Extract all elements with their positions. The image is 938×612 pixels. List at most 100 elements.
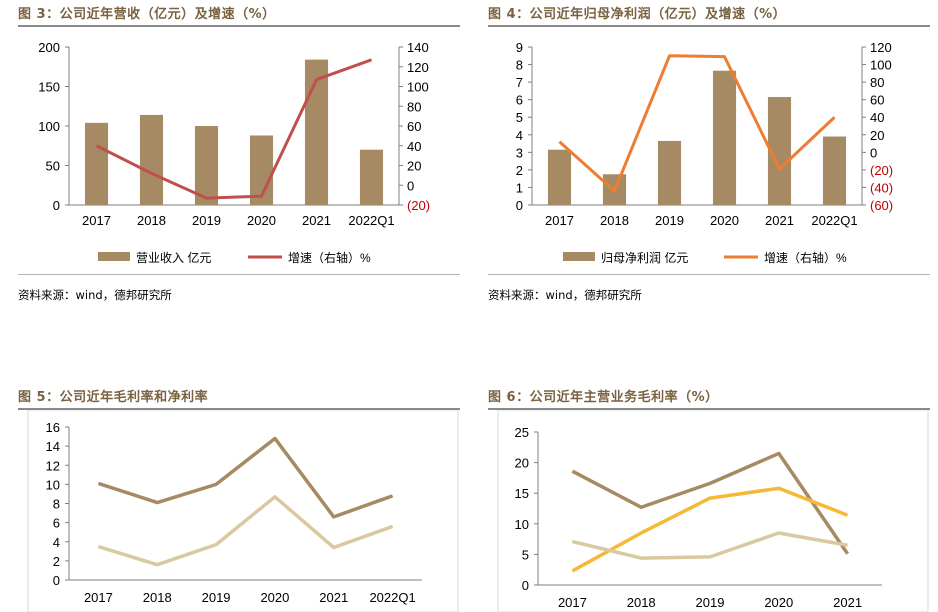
series-line-1 bbox=[571, 451, 850, 555]
right-tick-label: 100 bbox=[407, 80, 429, 95]
y-tick-label: 2 bbox=[53, 554, 60, 569]
left-tick-label: 4 bbox=[516, 128, 523, 143]
bar bbox=[657, 140, 682, 205]
y-tick-label: 4 bbox=[53, 535, 60, 550]
growth-line bbox=[95, 58, 373, 200]
figure-6-title-rule bbox=[488, 408, 930, 410]
bar bbox=[359, 149, 384, 205]
x-tick-label: 2018 bbox=[600, 213, 629, 228]
figure-4-source: 资料来源：wind，德邦研究所 bbox=[488, 288, 642, 302]
legend-bar-swatch bbox=[98, 252, 130, 261]
chart-frame bbox=[497, 410, 929, 612]
x-tick-label: 2019 bbox=[696, 595, 725, 610]
x-tick-label: 2018 bbox=[137, 213, 166, 228]
left-tick-label: 8 bbox=[516, 58, 523, 73]
bar bbox=[304, 59, 329, 205]
legend-bar-swatch bbox=[563, 252, 595, 261]
right-tick-label: 80 bbox=[407, 99, 421, 114]
x-tick-label: 2020 bbox=[260, 590, 289, 605]
figure-5-title-rule bbox=[18, 408, 460, 410]
x-tick-label: 2018 bbox=[143, 590, 172, 605]
left-tick-label: 0 bbox=[516, 198, 523, 213]
y-tick-label: 15 bbox=[515, 486, 529, 501]
x-tick-label: 2021 bbox=[833, 595, 862, 610]
y-tick-label: 12 bbox=[46, 458, 60, 473]
left-tick-label: 150 bbox=[38, 80, 60, 95]
bar bbox=[712, 70, 737, 205]
right-tick-label: 20 bbox=[407, 159, 421, 174]
figure-3-source: 资料来源：wind，德邦研究所 bbox=[18, 288, 172, 302]
x-tick-label: 2019 bbox=[655, 213, 684, 228]
figure-3-title-rule bbox=[18, 25, 460, 27]
left-tick-label: 200 bbox=[38, 40, 60, 55]
right-tick-label: (20) bbox=[407, 198, 430, 213]
chart-frame bbox=[27, 410, 459, 612]
x-tick-label: 2022Q1 bbox=[369, 590, 415, 605]
right-tick-label: 40 bbox=[870, 110, 884, 125]
x-tick-label: 2018 bbox=[627, 595, 656, 610]
figure-4-title-rule bbox=[488, 25, 930, 27]
series-line-3 bbox=[571, 531, 848, 560]
y-tick-label: 8 bbox=[53, 497, 60, 512]
legend-bar-label: 归母净利润 亿元 bbox=[601, 250, 688, 265]
x-tick-label: 2017 bbox=[545, 213, 574, 228]
left-tick-label: 6 bbox=[516, 93, 523, 108]
x-tick-label: 2017 bbox=[558, 595, 587, 610]
x-tick-label: 2021 bbox=[302, 213, 331, 228]
right-tick-label: 120 bbox=[870, 40, 892, 55]
figure-5-chart: 0 2 4 6 8 10 12 14 16 2017 2018 2019 2020 2021 2022Q1 bbox=[27, 410, 459, 612]
y-tick-label: 0 bbox=[53, 573, 60, 588]
left-tick-label: 2 bbox=[516, 163, 523, 178]
left-tick-label: 3 bbox=[516, 145, 523, 160]
series-line-2 bbox=[97, 495, 394, 567]
figure-3-foot-rule bbox=[18, 274, 460, 275]
right-tick-label: 100 bbox=[870, 58, 892, 73]
figure-4-panel: 图 4：公司近年归母净利润（亿元）及增速（%） 0 1 2 3 4 5 6 7 8 9 (60) (4… bbox=[488, 0, 930, 310]
bar bbox=[767, 97, 792, 205]
x-tick-label: 2020 bbox=[710, 213, 739, 228]
left-tick-label: 1 bbox=[516, 180, 523, 195]
y-tick-label: 10 bbox=[515, 517, 529, 532]
left-tick-label: 5 bbox=[516, 110, 523, 125]
x-tick-label: 2019 bbox=[202, 590, 231, 605]
figure-4-foot-rule bbox=[488, 274, 930, 275]
left-tick-label: 7 bbox=[516, 75, 523, 90]
y-tick-label: 0 bbox=[522, 578, 529, 593]
x-tick-label: 2022Q1 bbox=[811, 213, 857, 228]
right-tick-label: 120 bbox=[407, 60, 429, 75]
y-tick-label: 25 bbox=[515, 425, 529, 440]
x-tick-label: 2017 bbox=[84, 590, 113, 605]
right-tick-label: (20) bbox=[870, 163, 893, 178]
right-tick-label: 60 bbox=[870, 93, 884, 108]
legend-line-label: 增速（右轴）% bbox=[288, 250, 371, 265]
growth-line bbox=[558, 54, 836, 193]
figure-5-title: 图 5：公司近年毛利率和净利率 bbox=[18, 390, 209, 405]
bar bbox=[249, 135, 274, 205]
legend-line-label: 增速（右轴）% bbox=[764, 250, 847, 265]
x-tick-label: 2020 bbox=[247, 213, 276, 228]
bar bbox=[547, 149, 572, 205]
x-tick-label: 2019 bbox=[192, 213, 221, 228]
y-tick-label: 5 bbox=[522, 547, 529, 562]
figure-6-chart: 0 5 10 15 20 25 2017 2018 2019 2020 2021 bbox=[497, 410, 929, 612]
left-tick-label: 50 bbox=[46, 159, 60, 174]
bar bbox=[194, 126, 219, 205]
x-tick-label: 2017 bbox=[82, 213, 111, 228]
left-tick-label: 100 bbox=[38, 119, 60, 134]
series-line-1 bbox=[97, 436, 394, 519]
y-tick-label: 6 bbox=[53, 516, 60, 531]
x-tick-label: 2020 bbox=[764, 595, 793, 610]
series-line-2 bbox=[571, 486, 849, 573]
bar bbox=[822, 136, 847, 205]
figure-4-title: 图 4：公司近年归母净利润（亿元）及增速（%） bbox=[488, 7, 787, 22]
figure-6-title: 图 6：公司近年主营业务毛利率（%） bbox=[488, 390, 719, 405]
figure-3-panel: 图 3：公司近年营收（亿元）及增速（%） 0 50 100 150 200 (20) 0 20… bbox=[18, 0, 460, 310]
y-tick-label: 20 bbox=[515, 456, 529, 471]
x-tick-label: 2022Q1 bbox=[348, 213, 394, 228]
x-tick-label: 2021 bbox=[765, 213, 794, 228]
y-tick-label: 10 bbox=[46, 477, 60, 492]
right-tick-label: 80 bbox=[870, 75, 884, 90]
right-tick-label: 20 bbox=[870, 128, 884, 143]
figure-6-panel: 图 6：公司近年主营业务毛利率（%） 0 5 10 15 20 25 2017 2018 201… bbox=[488, 384, 930, 612]
y-tick-label: 16 bbox=[46, 420, 60, 435]
